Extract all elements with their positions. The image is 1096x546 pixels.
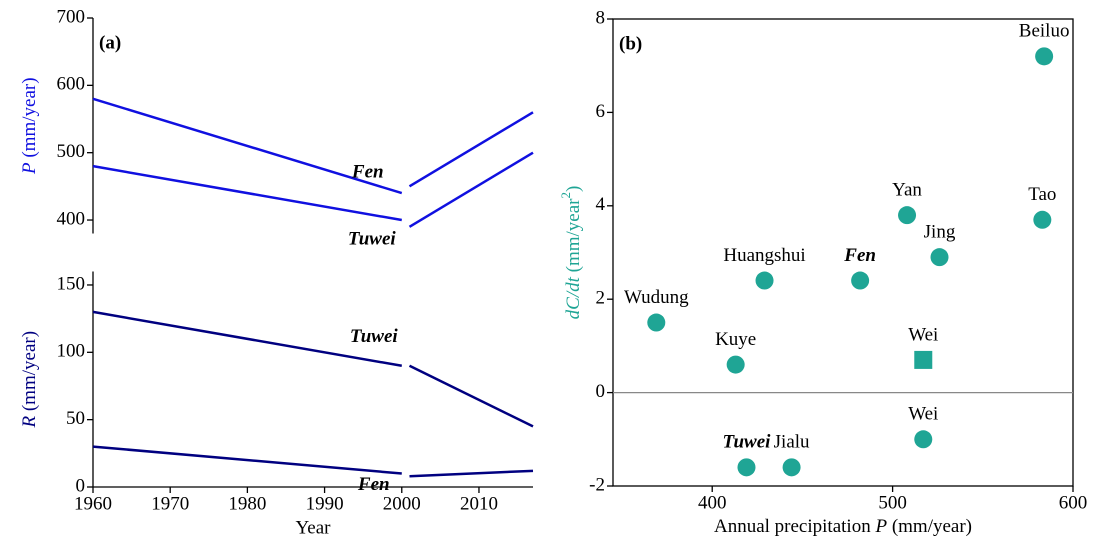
line-segment [92,164,402,222]
label-part: P [19,162,40,175]
point [1033,210,1052,229]
label-part: P [874,516,887,537]
y-tick-label: 6 [596,101,606,122]
point-label: Tuwei [723,432,772,453]
x-tick-label: 1990 [306,493,344,514]
y-tick-label: 150 [57,273,86,294]
plot-frame [612,18,1074,487]
line-segment [92,310,402,368]
label-part: (mm/year [563,198,584,277]
series-label: Fen [351,161,384,182]
point-label: Jialu [774,432,810,453]
line-segment [408,151,534,228]
y-axis-label: R (mm/year) [19,331,40,429]
y-tick-label: 4 [596,194,606,215]
label-part: (mm/year) [19,331,40,416]
y-tick-label: 2 [596,288,606,309]
point [1035,47,1054,66]
x-tick-label: 600 [1059,492,1088,513]
point-label: Beiluo [1019,21,1070,42]
point [914,430,933,449]
y-tick-label: 700 [57,6,86,27]
panel-label: (a) [99,32,121,53]
point-label: Tao [1028,184,1056,205]
point [851,271,870,290]
line-segment [408,111,534,188]
y-axis-label: dC/dt (mm/year2) [558,186,584,320]
y-tick-label: 50 [66,408,85,429]
x-tick-label: 2010 [460,493,498,514]
line-segment [408,364,534,428]
line-segment [92,445,402,475]
point [726,355,745,374]
point-label: Wei [908,324,938,345]
x-tick-label: 2000 [383,493,421,514]
x-tick-label: 500 [878,492,907,513]
y-tick-label: 0 [76,475,86,496]
point [898,206,917,225]
y-tick-label: -2 [589,474,605,495]
y-tick-label: 100 [57,341,86,362]
y-tick-label: 600 [57,74,86,95]
series-label: Fen [357,474,390,495]
x-axis-label: Annual precipitation P (mm/year) [714,516,972,537]
label-part: R [19,416,40,429]
y-tick-label: 0 [596,381,606,402]
point-label: Huangshui [723,245,805,266]
point-label: Kuye [715,329,756,350]
y-tick-label: 400 [57,208,86,229]
y-axis-label: P (mm/year) [19,77,40,175]
x-axis-label: Year [295,517,331,538]
point-label: Fen [843,245,876,266]
line-segment [92,97,403,195]
series-label: Tuwei [348,228,397,249]
y-tick-label: 500 [57,141,86,162]
point [930,248,949,267]
point-label: Wei [908,404,938,425]
series-label: Tuwei [350,326,399,347]
x-tick-label: 400 [698,492,727,513]
label-part: 2 [558,192,573,199]
point [782,458,801,477]
label-part: (mm/year) [19,77,40,162]
panel-label: (b) [619,33,642,54]
point-label: Yan [892,179,922,200]
point-label: Jing [924,222,956,243]
line-segment [409,469,534,478]
label-part: (mm/year) [887,516,972,537]
y-tick-label: 8 [596,7,606,28]
point [755,271,774,290]
point-label: Wudung [624,287,689,308]
x-tick-label: 1980 [228,493,266,514]
x-tick-label: 1960 [74,493,112,514]
point [647,313,666,332]
x-tick-label: 1970 [151,493,189,514]
point [914,350,933,369]
label-part: Annual precipitation [714,516,875,537]
label-part: dC/dt [563,276,584,319]
label-part: ) [563,186,584,192]
point [737,458,756,477]
